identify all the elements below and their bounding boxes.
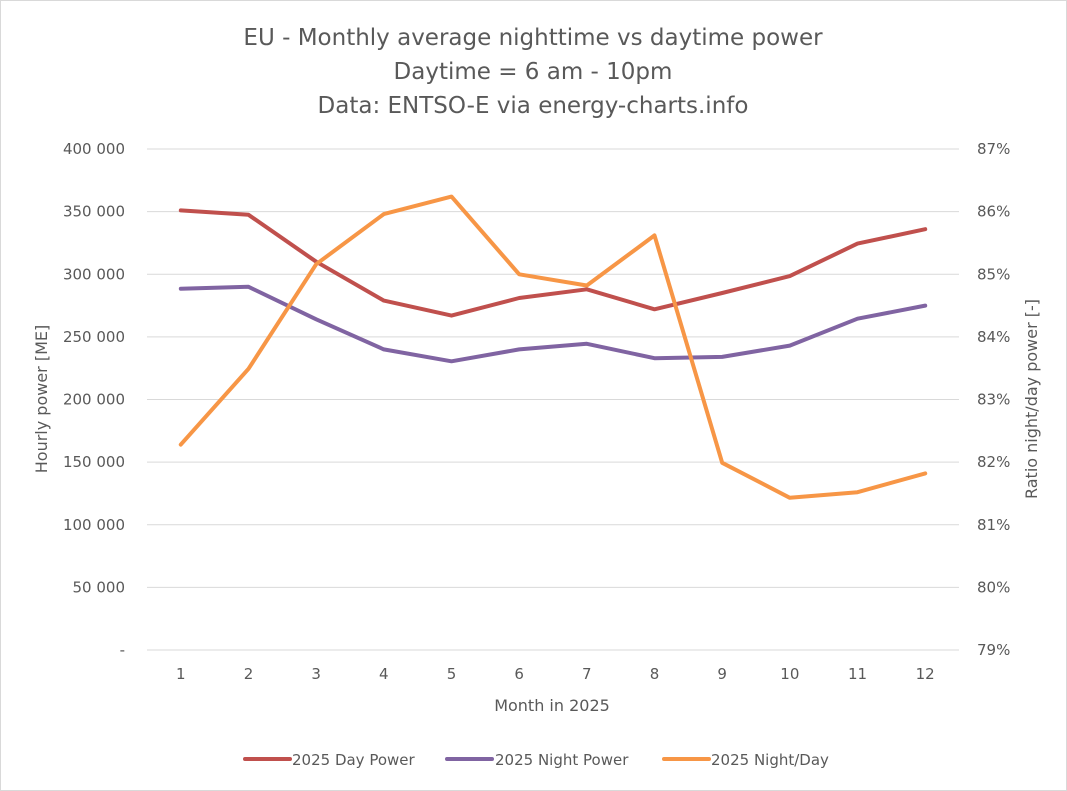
right-tick-label: 83% (977, 391, 1010, 409)
left-tick-label: - (120, 641, 125, 659)
right-tick-label: 80% (977, 578, 1010, 596)
left-tick-label: 50 000 (73, 578, 126, 596)
x-tick-label: 5 (447, 665, 457, 683)
legend-item-night-day-ratio[interactable]: 2025 Night/Day (662, 751, 829, 769)
series-line-night-day-ratio (178, 194, 928, 500)
x-tick-label: 7 (582, 665, 592, 683)
series-line-night-power (178, 284, 928, 364)
left-tick-label: 300 000 (63, 265, 125, 283)
right-tick-label: 79% (977, 641, 1010, 659)
x-tick-label: 3 (311, 665, 321, 683)
left-tick-label: 100 000 (63, 516, 125, 534)
legend-label-day-power: 2025 Day Power (292, 751, 416, 769)
legend-label-night-power: 2025 Night Power (495, 751, 629, 769)
gridlines (147, 148, 959, 651)
left-tick-label: 250 000 (63, 328, 125, 346)
x-tick-label: 11 (848, 665, 867, 683)
left-tick-label: 150 000 (63, 453, 125, 471)
chart-title-line-3: Data: ENTSO-E via energy-charts.info (318, 93, 749, 119)
x-axis-ticks: 1 2 3 4 5 6 7 8 9 10 11 12 (176, 665, 935, 683)
left-tick-label: 400 000 (63, 140, 125, 158)
left-tick-label: 350 000 (63, 203, 125, 221)
left-axis-title: Hourly power [ME] (32, 325, 51, 473)
legend-item-day-power[interactable]: 2025 Day Power (243, 751, 416, 769)
left-axis-ticks: - 50 000 100 000 150 000 200 000 250 000 300 0… (63, 140, 125, 659)
right-tick-label: 86% (977, 203, 1010, 221)
x-tick-label: 12 (916, 665, 935, 683)
right-tick-label: 85% (977, 265, 1010, 283)
right-tick-label: 84% (977, 328, 1010, 346)
left-tick-label: 200 000 (63, 391, 125, 409)
legend-item-night-power[interactable]: 2025 Night Power (445, 751, 629, 769)
right-tick-label: 82% (977, 453, 1010, 471)
right-axis-title: Ratio night/day power [-] (1022, 299, 1041, 499)
x-tick-label: 2 (244, 665, 254, 683)
legend: 2025 Day Power 2025 Night Power 2025 Nig… (243, 751, 829, 769)
right-tick-label: 87% (977, 140, 1010, 158)
series-line-day-power (178, 208, 928, 318)
x-tick-label: 4 (379, 665, 389, 683)
right-tick-label: 81% (977, 516, 1010, 534)
series-lines (178, 194, 928, 500)
x-tick-label: 1 (176, 665, 186, 683)
right-axis-ticks: 79% 80% 81% 82% 83% 84% 85% 86% 87% (977, 140, 1010, 659)
x-tick-label: 8 (650, 665, 660, 683)
x-tick-label: 6 (514, 665, 524, 683)
x-tick-label: 9 (717, 665, 727, 683)
x-axis-title: Month in 2025 (494, 696, 610, 715)
chart-title-line-1: EU - Monthly average nighttime vs daytim… (243, 25, 823, 51)
chart-title-line-2: Daytime = 6 am - 10pm (394, 59, 673, 85)
legend-label-night-day-ratio: 2025 Night/Day (711, 751, 829, 769)
x-tick-label: 10 (780, 665, 799, 683)
